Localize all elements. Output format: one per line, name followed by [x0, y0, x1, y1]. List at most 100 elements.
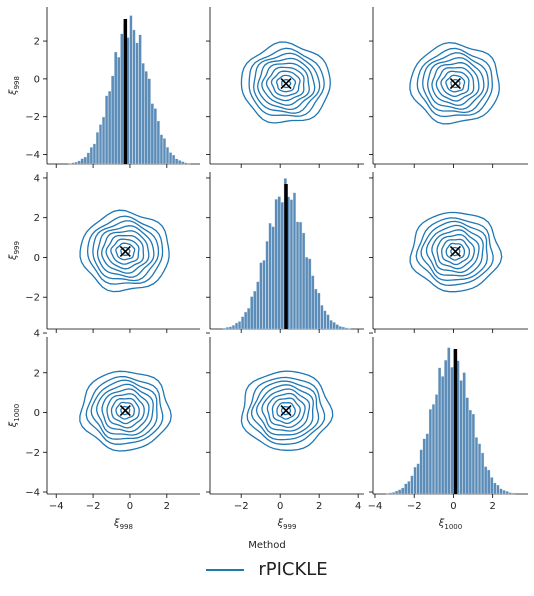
hist-bar: [441, 376, 445, 495]
kde-contour: [450, 78, 461, 89]
hist-bar: [83, 156, 87, 165]
panel-2-1: −2 0 2 4: [206, 332, 364, 512]
hist-bar: [505, 491, 509, 495]
hist-bar: [484, 466, 488, 495]
hist-bar: [132, 29, 136, 165]
kde-contour: [106, 393, 145, 429]
hist-bar: [292, 192, 297, 330]
x-tick-label: 0: [277, 501, 283, 512]
kde-contour: [266, 392, 306, 429]
y-tick-label: −2: [25, 293, 40, 304]
kde-contour: [253, 52, 321, 114]
hist-bar: [422, 438, 426, 495]
hist-bar: [332, 322, 336, 330]
kde-contour: [431, 62, 480, 107]
hist-bar: [105, 95, 109, 165]
kde-contour: [101, 230, 150, 274]
kde-contour: [409, 41, 500, 125]
hist-bar: [302, 232, 306, 330]
hist-bar: [471, 413, 475, 495]
kde-contour: [79, 370, 172, 452]
hist-bar: [135, 42, 139, 165]
hist-bar: [250, 296, 254, 330]
kde-contour: [257, 57, 316, 111]
x-tick-label: 0: [127, 501, 133, 512]
x-tick-label: 0: [450, 501, 456, 512]
hist-bar: [111, 75, 115, 165]
hist-bar: [410, 475, 414, 495]
hist-bar: [120, 33, 124, 165]
hist-bar: [169, 152, 173, 165]
x-tick-label: 2: [316, 501, 322, 512]
kde-contour: [110, 397, 140, 425]
kde-contour: [271, 397, 301, 425]
kde-contour: [436, 233, 475, 270]
hist-bar: [481, 452, 485, 495]
hist-bar: [231, 325, 235, 330]
kde-contour: [435, 66, 475, 102]
hist-bar: [159, 134, 163, 165]
hist-bar: [175, 158, 179, 165]
y-tick-label: 0: [34, 408, 40, 419]
x-tick-label: −2: [86, 501, 101, 512]
hist-bar: [181, 161, 185, 165]
hist-bar: [271, 226, 275, 330]
reference-marker: [119, 245, 131, 258]
kde-contour: [422, 52, 489, 114]
hist-bar: [425, 433, 429, 495]
panel-2-0: −4 −2 0 2 4 2 0 −2 −4: [25, 329, 200, 512]
hist-bar: [95, 132, 99, 165]
hist-bar: [138, 34, 142, 165]
kde-contour: [79, 209, 170, 293]
y-tick-label: 2: [34, 368, 40, 379]
panel-0-0: 2 0 −2 −4: [25, 7, 200, 168]
hist-bar: [465, 397, 469, 495]
legend: Method rPICKLE: [0, 540, 534, 580]
hist-bar: [156, 120, 160, 165]
y-tick-label: −2: [25, 112, 40, 123]
kde-contour: [255, 384, 314, 436]
y-tick-label: 2: [34, 37, 40, 48]
x-axis-label: ξ999: [277, 518, 297, 531]
hist-bar: [277, 196, 281, 330]
kde-contour: [445, 242, 466, 261]
kde-contour: [276, 402, 296, 420]
kde-contour: [105, 234, 145, 270]
hist-bar: [341, 326, 345, 330]
kde-contour: [440, 70, 470, 98]
hist-bar: [150, 103, 154, 165]
kde-contour: [431, 229, 480, 274]
y-axis-label: ξ998: [8, 76, 21, 96]
kde-contour: [90, 379, 158, 440]
y-tick-label: 0: [34, 74, 40, 85]
hist-bar: [144, 71, 148, 165]
hist-bar: [296, 221, 300, 330]
hist-bar: [474, 437, 478, 495]
kde-contour: [110, 238, 140, 265]
panel-2-2: −4 −2 0 2: [368, 332, 528, 512]
hist-bar: [323, 310, 327, 330]
kde-contour: [261, 62, 310, 106]
hist-bar: [392, 492, 396, 495]
x-axis-label: ξ998: [113, 518, 133, 531]
hist-bar: [172, 154, 176, 165]
y-axis-label: ξ999: [8, 241, 21, 261]
hist-bar: [487, 469, 491, 495]
hist-bar: [314, 288, 318, 330]
kde-contour: [265, 66, 305, 102]
kde-contour: [416, 47, 493, 118]
hist-bar: [398, 489, 402, 495]
hist-bar: [499, 488, 503, 495]
panel-0-2: [369, 7, 528, 168]
kde-contour: [261, 388, 311, 432]
hist-bar: [244, 311, 248, 330]
y-tick-label: −4: [25, 150, 40, 161]
hist-bar: [259, 262, 263, 330]
kde-contour: [276, 74, 297, 93]
hist-bar: [317, 292, 321, 330]
legend-title: Method: [248, 540, 286, 551]
kde-contour: [85, 375, 164, 445]
hist-bar: [438, 367, 442, 495]
hist-bar: [496, 484, 500, 495]
